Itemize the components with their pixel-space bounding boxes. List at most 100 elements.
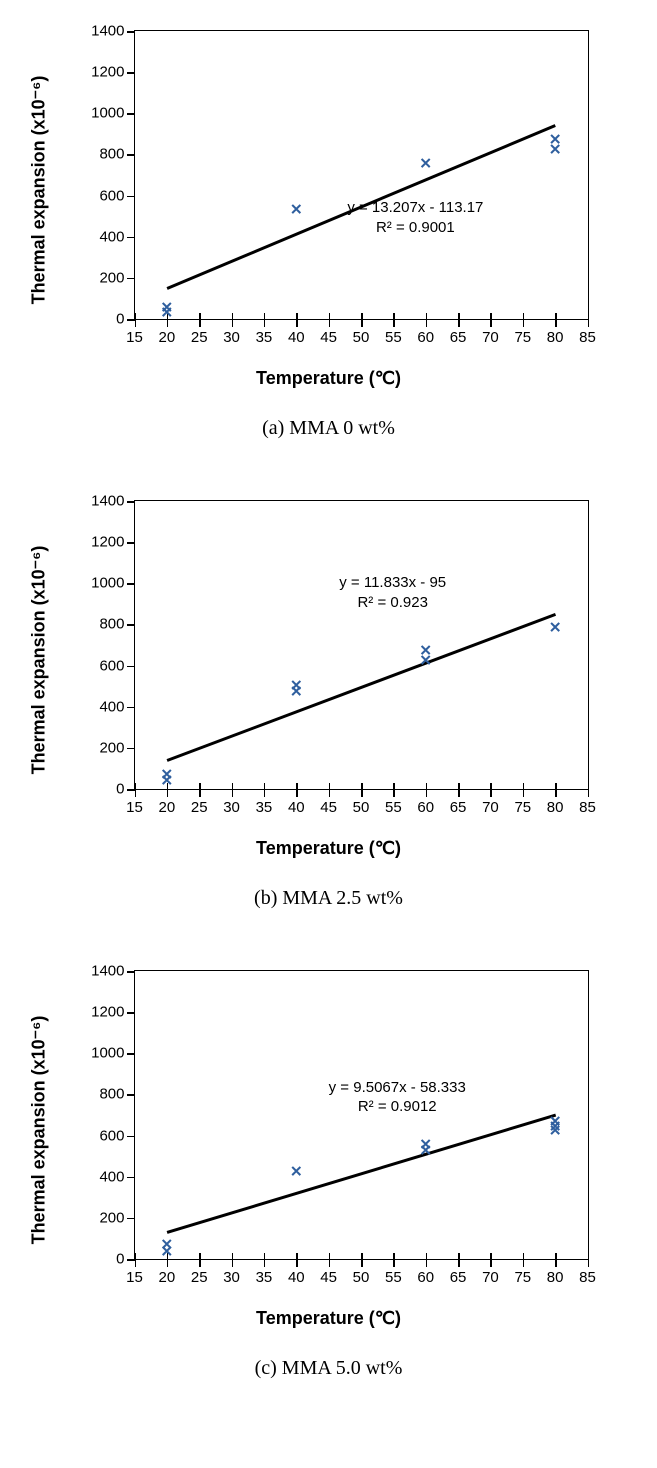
y-tick-label: 600 xyxy=(99,1127,124,1144)
x-tick xyxy=(458,319,460,327)
x-tick-inner xyxy=(232,783,234,789)
y-tick xyxy=(127,1053,135,1055)
y-tick-label: 600 xyxy=(99,657,124,674)
x-tick-inner xyxy=(232,1253,234,1259)
plot-frame: 0200400600800100012001400152025303540455… xyxy=(134,30,589,320)
trend-line xyxy=(166,1113,555,1233)
x-tick xyxy=(296,789,298,797)
x-tick-inner xyxy=(296,1253,298,1259)
x-tick xyxy=(458,789,460,797)
x-tick-inner xyxy=(232,313,234,319)
x-tick xyxy=(135,789,137,797)
x-tick-label: 60 xyxy=(417,799,434,816)
y-tick-label: 1000 xyxy=(91,105,124,122)
y-axis-label: Thermal expansion (x10⁻⁶) xyxy=(28,546,49,775)
x-tick-inner xyxy=(329,783,331,789)
x-tick-inner xyxy=(264,313,266,319)
x-tick-inner xyxy=(199,313,201,319)
panel-caption: (b) MMA 2.5 wt% xyxy=(49,887,609,910)
y-tick-label: 400 xyxy=(99,228,124,245)
y-tick-label: 1200 xyxy=(91,1004,124,1021)
x-tick-label: 55 xyxy=(385,1269,402,1286)
x-tick-inner xyxy=(361,313,363,319)
x-tick-label: 55 xyxy=(385,799,402,816)
x-tick-label: 85 xyxy=(579,799,596,816)
x-axis-label: Temperature (℃) xyxy=(49,1308,609,1329)
x-tick xyxy=(523,789,525,797)
x-tick-inner xyxy=(361,1253,363,1259)
x-tick-label: 55 xyxy=(385,329,402,346)
y-tick xyxy=(127,237,135,239)
x-tick-inner xyxy=(555,313,557,319)
x-tick xyxy=(232,1259,234,1267)
x-tick xyxy=(329,319,331,327)
x-tick xyxy=(329,1259,331,1267)
y-tick-label: 0 xyxy=(116,781,124,798)
y-tick xyxy=(127,748,135,750)
x-tick-inner xyxy=(393,313,395,319)
x-tick xyxy=(490,789,492,797)
x-tick-inner xyxy=(199,1253,201,1259)
x-tick-label: 25 xyxy=(191,1269,208,1286)
y-tick xyxy=(127,154,135,156)
x-tick-label: 70 xyxy=(482,1269,499,1286)
x-tick-label: 85 xyxy=(579,1269,596,1286)
x-tick xyxy=(361,319,363,327)
y-tick xyxy=(127,1012,135,1014)
x-tick xyxy=(490,319,492,327)
data-marker: ✕ xyxy=(549,620,562,635)
x-tick-inner xyxy=(361,783,363,789)
x-tick-label: 80 xyxy=(547,329,564,346)
x-tick xyxy=(296,1259,298,1267)
data-marker: ✕ xyxy=(549,1124,562,1139)
y-tick xyxy=(127,196,135,198)
x-tick-inner xyxy=(296,783,298,789)
x-tick xyxy=(361,1259,363,1267)
x-tick-label: 25 xyxy=(191,329,208,346)
y-tick-label: 1000 xyxy=(91,575,124,592)
y-tick xyxy=(127,113,135,115)
equation-annotation: y = 13.207x - 113.17R² = 0.9001 xyxy=(347,198,483,237)
x-tick-inner xyxy=(458,1253,460,1259)
equation-text: y = 9.5067x - 58.333 xyxy=(329,1078,466,1098)
x-tick-label: 15 xyxy=(126,329,143,346)
x-tick-label: 20 xyxy=(159,799,176,816)
x-tick-label: 30 xyxy=(223,1269,240,1286)
y-tick-label: 200 xyxy=(99,739,124,756)
x-tick-inner xyxy=(555,1253,557,1259)
chart-area: Thermal expansion (x10⁻⁶)020040060080010… xyxy=(49,490,609,830)
x-tick-label: 65 xyxy=(450,1269,467,1286)
x-tick-label: 50 xyxy=(353,799,370,816)
x-tick-inner xyxy=(329,1253,331,1259)
r-squared-text: R² = 0.923 xyxy=(339,593,446,613)
x-tick xyxy=(393,789,395,797)
y-tick-label: 200 xyxy=(99,1209,124,1226)
panel-caption: (c) MMA 5.0 wt% xyxy=(49,1357,609,1380)
x-tick xyxy=(490,1259,492,1267)
data-marker: ✕ xyxy=(419,156,432,171)
x-tick-inner xyxy=(135,1253,137,1259)
x-tick xyxy=(426,319,428,327)
x-tick xyxy=(588,1259,590,1267)
x-tick-inner xyxy=(393,1253,395,1259)
x-tick-inner xyxy=(135,313,137,319)
y-tick xyxy=(127,971,135,973)
y-tick xyxy=(127,278,135,280)
x-tick-inner xyxy=(523,313,525,319)
x-tick-label: 60 xyxy=(417,1269,434,1286)
x-tick-inner xyxy=(199,783,201,789)
y-tick-label: 1200 xyxy=(91,534,124,551)
x-tick-label: 70 xyxy=(482,799,499,816)
y-tick xyxy=(127,707,135,709)
x-tick xyxy=(264,319,266,327)
x-tick xyxy=(393,319,395,327)
x-tick xyxy=(523,1259,525,1267)
x-tick-label: 75 xyxy=(514,799,531,816)
x-tick xyxy=(329,789,331,797)
x-tick-label: 60 xyxy=(417,329,434,346)
y-tick xyxy=(127,583,135,585)
x-tick-inner xyxy=(588,1253,590,1259)
x-tick xyxy=(555,789,557,797)
y-tick-label: 800 xyxy=(99,1086,124,1103)
x-tick-label: 70 xyxy=(482,329,499,346)
